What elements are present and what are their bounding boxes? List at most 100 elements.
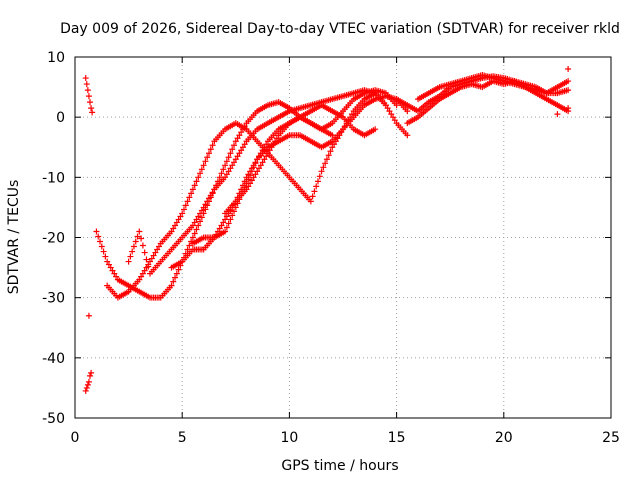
data-point-track-a-interp [198,214,205,221]
data-point-track-e [222,228,229,235]
data-point-track-b-interp [314,178,321,185]
data-point-track-a-interp [105,261,112,268]
data-point-track-b-interp [141,267,148,274]
data-point-track-d [372,126,379,133]
data-point-track-f-interp [250,162,257,169]
data-point-early-positive [88,105,95,112]
data-point-track-b-interp [180,206,187,213]
data-point-track-b-interp [197,170,204,177]
data-point-track-c-interp [225,168,232,175]
data-point-track-f-interp [241,178,248,185]
data-point-track-c [125,258,132,265]
data-point-track-b-interp [177,213,184,220]
data-point-track-a [189,234,196,241]
data-point-track-c-interp [141,249,148,256]
y-axis-label: SDTVAR / TECUs [6,180,22,295]
data-point-track-b-interp [322,160,329,167]
data-point-track-c-interp [195,213,202,220]
data-point-track-e [232,204,239,211]
data-point-track-c-interp [223,171,230,178]
data-point-track-b-interp [188,190,195,197]
data-point-track-a-interp [186,242,193,249]
x-tick-label: 5 [178,430,187,446]
data-point-track-b [136,276,143,283]
data-point-track-b-interp [388,111,395,118]
data-point-track-a-interp [173,270,180,277]
data-point-track-a-interp [98,243,105,250]
data-point-track-c-interp [204,198,211,205]
data-point-track-c-interp [239,144,246,151]
data-point-track-e-interp [223,224,230,231]
data-point-late-points [565,105,572,112]
data-point-track-b-interp [139,270,146,277]
data-point-track-a-interp [227,150,234,157]
data-point-track-a-interp [236,132,243,139]
data-point-track-c [136,228,143,235]
data-point-track-b-interp [193,178,200,185]
data-point-track-c-interp [127,253,134,260]
data-point-track-a-interp [111,270,118,277]
data-point-track-b-interp [313,183,320,190]
data-point-track-a-interp [107,264,114,271]
data-point-track-a-interp [97,238,104,245]
x-axis: 0 5 10 15 20 25 [71,57,620,446]
data-point-track-a-interp [113,273,120,280]
y-tick-label: -20 [42,231,65,247]
data-point-track-a-interp [184,246,191,253]
data-point-track-b [404,132,411,139]
data-point-track-a-interp [218,170,225,177]
data-point-track-a-interp [191,230,198,237]
data-point-track-a-interp [193,226,200,233]
data-point-track-b-interp [386,108,393,115]
data-point-track-d-interp [263,153,270,160]
data-point-track-b-interp [198,166,205,173]
data-point-track-b-interp [202,158,209,165]
data-point-early-positive [89,109,96,116]
data-point-track-a [168,282,175,289]
data-point-track-c-interp [130,243,137,250]
data-point-track-c-interp [132,238,139,245]
data-point-track-d-interp [216,225,223,232]
data-point-track-c [222,174,229,181]
data-point-track-b [200,162,207,169]
x-tick-label: 15 [388,430,406,446]
data-point-track-a-interp [220,166,227,173]
data-point-track-b-interp [209,142,216,149]
x-tick-label: 25 [602,430,620,446]
data-point-track-c-interp [198,207,205,214]
data-point-track-c-interp [229,162,236,169]
data-point-track-d-interp [220,219,227,226]
data-point-track-b-interp [138,273,145,280]
data-point-track-b-interp [184,198,191,205]
data-point-track-a-interp [197,218,204,225]
data-point-track-d-interp [218,222,225,229]
data-point-track-f-interp [247,168,254,175]
y-axis: -50 -40 -30 -20 -10 0 10 [42,50,611,427]
data-point-track-a-interp [216,174,223,181]
data-point-track-b [179,210,186,217]
data-point-track-f-interp [236,190,243,197]
data-point-track-b-interp [155,243,162,250]
data-point-early-negative [84,381,91,388]
data-point-track-d-interp [261,156,268,163]
y-tick-label: -10 [42,170,65,186]
data-point-track-a-interp [175,266,182,273]
data-point-early-positive [87,99,94,106]
data-point-track-f-interp [239,182,246,189]
data-point-track-c [200,204,207,211]
data-point-track-b [329,144,336,151]
data-point-track-f-interp [238,186,245,193]
data-point-track-b-interp [390,114,397,121]
data-point-track-a-interp [229,146,236,153]
data-point-track-e-interp [231,208,238,215]
data-point-track-c-interp [207,192,214,199]
data-point-track-d-interp [248,177,255,184]
data-point-track-a-interp [231,142,238,149]
data-point-early-positive [83,81,90,88]
data-point-track-c-interp [231,159,238,166]
data-point-track-c-interp [129,248,136,255]
data-point-track-d-interp [250,174,257,181]
data-point-track-b-interp [191,182,198,189]
data-point-track-b-interp [195,174,202,181]
